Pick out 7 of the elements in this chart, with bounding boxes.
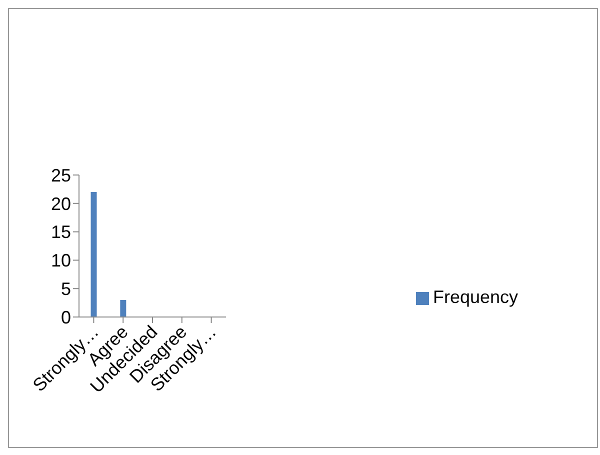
y-tick-label: 25	[50, 165, 71, 186]
y-tick-label: 0	[60, 307, 71, 328]
y-tick-label: 10	[50, 250, 71, 271]
y-tick-label: 5	[60, 278, 71, 299]
y-tick-label: 20	[50, 194, 71, 214]
legend-label: Frequency	[433, 287, 518, 307]
y-tick-label: 15	[50, 222, 71, 242]
